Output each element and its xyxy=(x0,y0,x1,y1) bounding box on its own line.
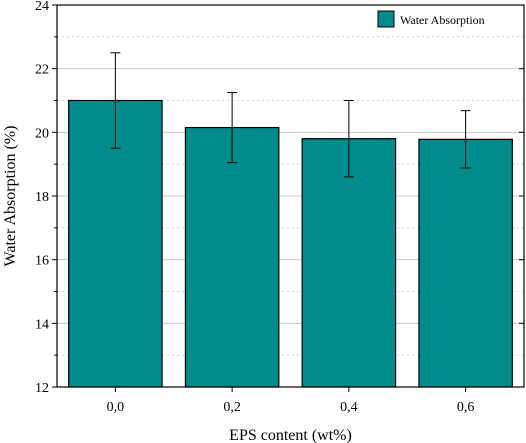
y-tick-label: 22 xyxy=(35,63,49,78)
y-axis-ticks: 12 14 16 18 20 22 24 xyxy=(35,0,524,396)
x-tick-label: 0,6 xyxy=(457,400,475,415)
x-axis-ticks: 0,0 0,2 0,4 0,6 xyxy=(107,387,475,415)
error-bars xyxy=(110,52,471,178)
bar-3 xyxy=(418,138,513,388)
x-axis-label: EPS content (wt%) xyxy=(229,427,352,443)
legend: Water Absorption xyxy=(377,10,485,28)
x-tick-label: 0,2 xyxy=(223,400,241,415)
bars xyxy=(68,99,513,388)
legend-swatch xyxy=(377,10,395,28)
y-axis-label: Water Absorption (%) xyxy=(2,126,19,267)
bar-1 xyxy=(184,126,280,388)
y-tick-label: 20 xyxy=(35,126,49,141)
y-tick-label: 16 xyxy=(35,254,49,269)
y-tick-label: 12 xyxy=(35,381,49,396)
legend-label: Water Absorption xyxy=(400,13,485,27)
x-tick-label: 0,0 xyxy=(107,400,125,415)
x-tick-label: 0,4 xyxy=(340,400,358,415)
y-tick-label: 18 xyxy=(35,190,49,205)
y-tick-label: 14 xyxy=(35,317,49,332)
y-tick-label: 24 xyxy=(35,0,49,14)
